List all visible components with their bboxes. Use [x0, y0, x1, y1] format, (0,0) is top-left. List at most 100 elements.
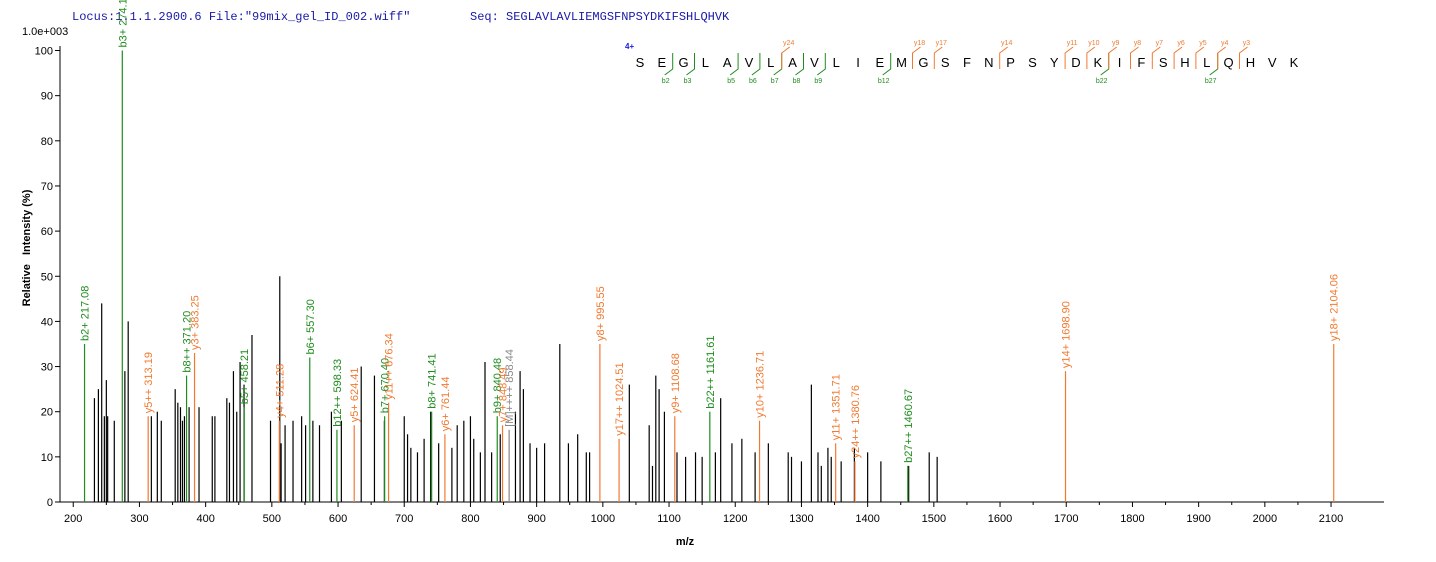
- y-ion-label: y7: [1156, 40, 1164, 47]
- y-ion-label: y24: [783, 40, 794, 47]
- x-tick-label: 1300: [789, 513, 813, 525]
- residue: G: [918, 55, 928, 70]
- y-ion-label: y18: [914, 40, 925, 47]
- residue: M: [896, 55, 907, 70]
- peak-label: b8+ 741.41: [427, 353, 439, 408]
- peak-label: b2+ 217.08: [80, 286, 92, 341]
- b-ion-bracket: [729, 53, 739, 76]
- y-ion-label: y10: [1088, 40, 1099, 47]
- residue: F: [1137, 55, 1145, 70]
- peak-label: y8+ 995.55: [595, 286, 607, 341]
- peak-label: y24++ 1380.76: [850, 385, 862, 458]
- residue: S: [941, 55, 950, 70]
- residue: V: [745, 55, 754, 70]
- residue: K: [1093, 55, 1102, 70]
- y-ion-bracket: [1151, 46, 1161, 69]
- header-locus: Locus:1.1.1.2900.6 File:"99mix_gel_ID_00…: [72, 10, 410, 24]
- y-ion-bracket: [1130, 46, 1139, 69]
- residue: N: [984, 55, 993, 70]
- y-tick-label: 100: [35, 46, 53, 58]
- residue: V: [810, 55, 819, 70]
- x-tick-label: 800: [461, 513, 479, 525]
- x-tick-label: 1700: [1054, 513, 1078, 525]
- peak-label: b6+ 557.30: [305, 299, 317, 354]
- y-ion-bracket: [1195, 46, 1205, 69]
- peak-label: y14+ 1698.90: [1061, 301, 1073, 368]
- residue: P: [1006, 55, 1015, 70]
- y-ion-label: y5: [1199, 40, 1207, 47]
- residue: H: [1180, 55, 1189, 70]
- x-tick-label: 1000: [591, 513, 615, 525]
- y-tick-label: 10: [41, 452, 53, 464]
- x-tick-label: 1800: [1120, 513, 1144, 525]
- y-tick-label: 0: [47, 497, 53, 509]
- peak-label: y17++ 1024.51: [614, 362, 626, 435]
- b-ion-bracket: [1209, 53, 1219, 76]
- b-ion-label: b6: [749, 78, 757, 85]
- peak-label: b3+ 274.11: [117, 0, 129, 48]
- residue: E: [657, 55, 666, 70]
- y-ion-label: y4: [1221, 40, 1229, 47]
- scale-label: 1.0e+003: [22, 26, 68, 38]
- b-ion-bracket: [795, 53, 804, 76]
- x-tick-label: 2000: [1253, 513, 1277, 525]
- b-ion-bracket: [751, 53, 761, 76]
- residue: I: [1118, 55, 1122, 70]
- peak-label: b12++ 598.33: [332, 359, 344, 427]
- x-tick-label: 1100: [657, 513, 681, 525]
- b-ion-label: b3: [684, 78, 692, 85]
- x-tick-label: 1400: [855, 513, 879, 525]
- residue: L: [702, 55, 709, 70]
- peak-label: y10+ 1236.71: [755, 351, 767, 418]
- b-ion-label: b2: [662, 78, 670, 85]
- header-seq: Seq: SEGLAVLAVLIEMGSFNPSYDKIFSHLQHVK: [470, 10, 730, 24]
- x-axis-label: m/z: [676, 536, 695, 548]
- b-ion-label: b12: [878, 78, 890, 85]
- x-tick-label: 1200: [723, 513, 747, 525]
- x-tick-label: 200: [64, 513, 82, 525]
- y-ion-label: y9: [1112, 40, 1120, 47]
- y-tick-label: 40: [41, 316, 53, 328]
- y-ion-bracket: [912, 46, 921, 69]
- residue: H: [1246, 55, 1255, 70]
- peak-label: y7+ 848.49: [498, 367, 510, 422]
- residue: E: [875, 55, 884, 70]
- peak-label: b7+ 670.40: [380, 358, 392, 413]
- x-tick-label: 2100: [1319, 513, 1343, 525]
- residue: S: [636, 55, 645, 70]
- y-ion-label: y3: [1243, 40, 1251, 47]
- peak-label: y5+ 624.41: [349, 367, 361, 422]
- x-tick-label: 400: [196, 513, 214, 525]
- x-tick-label: 500: [263, 513, 281, 525]
- residue: K: [1290, 55, 1299, 70]
- y-tick-label: 30: [41, 362, 53, 374]
- x-tick-label: 1600: [988, 513, 1012, 525]
- y-ion-bracket: [1108, 46, 1117, 69]
- y-tick-label: 70: [41, 181, 53, 193]
- b-ion-label: b8: [793, 78, 801, 85]
- residue: Y: [1050, 55, 1059, 70]
- residue: A: [788, 55, 797, 70]
- peak-label: y3+ 383.25: [190, 295, 202, 350]
- b-ion-label: b5: [727, 78, 735, 85]
- y-tick-label: 90: [41, 91, 53, 103]
- peak-label: y5++ 313.19: [143, 352, 155, 413]
- residue: S: [1028, 55, 1037, 70]
- y-axis-label: Relative Intensity (%): [21, 189, 33, 306]
- y-tick-label: 60: [41, 226, 53, 238]
- residue: S: [1159, 55, 1168, 70]
- peak-label: b9+ 840.48: [492, 358, 504, 413]
- peak-label: b22++ 1161.61: [705, 335, 717, 408]
- y-ion-label: y11: [1067, 40, 1078, 47]
- peak-label: b8++ 371.20: [182, 311, 194, 373]
- x-tick-label: 900: [527, 513, 545, 525]
- b-ion-label: b27: [1205, 78, 1217, 85]
- y-tick-label: 80: [41, 136, 53, 148]
- b-ion-bracket: [817, 53, 826, 76]
- residue: L: [1203, 55, 1210, 70]
- peak-label: b5+ 458.21: [239, 349, 251, 404]
- residue: Q: [1224, 55, 1234, 70]
- residue: V: [1268, 55, 1277, 70]
- residue: L: [767, 55, 774, 70]
- y-tick-label: 20: [41, 407, 53, 419]
